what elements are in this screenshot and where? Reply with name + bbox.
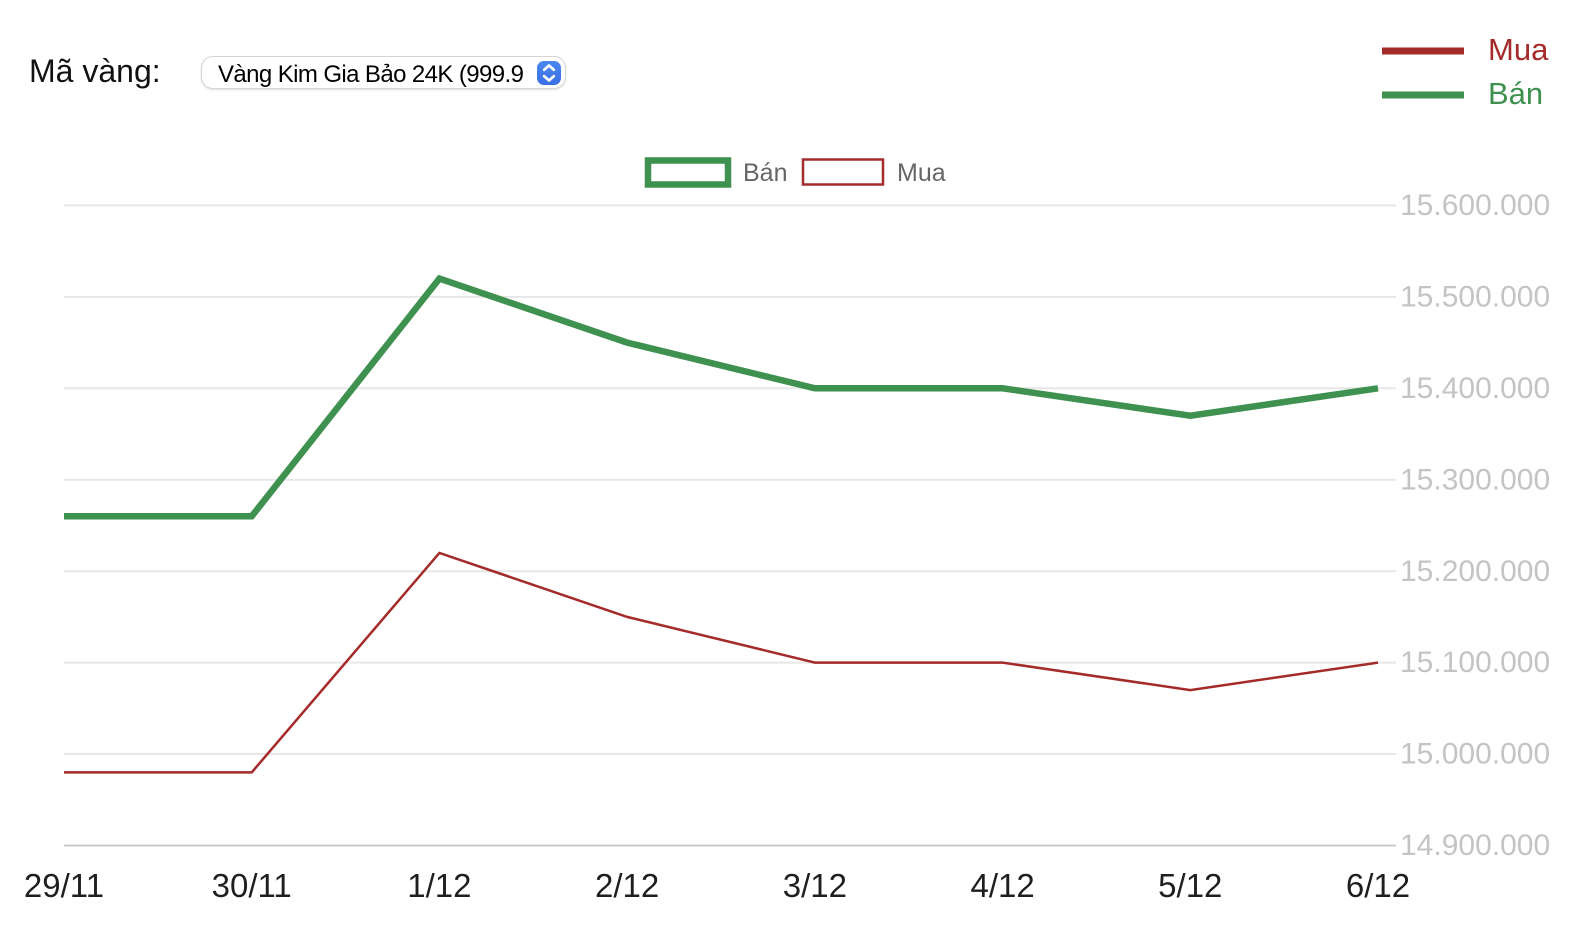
svg-text:15.100.000: 15.100.000 xyxy=(1400,646,1550,679)
svg-text:15.000.000: 15.000.000 xyxy=(1400,738,1550,771)
svg-text:Mua: Mua xyxy=(1488,32,1549,67)
svg-text:15.600.000: 15.600.000 xyxy=(1400,189,1550,222)
svg-text:15.400.000: 15.400.000 xyxy=(1400,372,1550,405)
svg-text:5/12: 5/12 xyxy=(1158,867,1222,904)
svg-text:15.200.000: 15.200.000 xyxy=(1400,555,1550,588)
svg-text:15.300.000: 15.300.000 xyxy=(1400,463,1550,496)
svg-text:14.900.000: 14.900.000 xyxy=(1400,829,1550,862)
svg-text:Mua: Mua xyxy=(897,159,946,187)
svg-text:15.500.000: 15.500.000 xyxy=(1400,281,1550,314)
svg-text:30/11: 30/11 xyxy=(212,867,292,904)
svg-text:2/12: 2/12 xyxy=(595,867,659,904)
svg-text:Bán: Bán xyxy=(743,159,787,187)
svg-text:29/11: 29/11 xyxy=(24,867,104,904)
svg-text:Bán: Bán xyxy=(1488,76,1543,111)
svg-text:3/12: 3/12 xyxy=(783,867,847,904)
svg-text:1/12: 1/12 xyxy=(407,867,471,904)
svg-text:6/12: 6/12 xyxy=(1346,867,1410,904)
svg-text:4/12: 4/12 xyxy=(970,867,1034,904)
